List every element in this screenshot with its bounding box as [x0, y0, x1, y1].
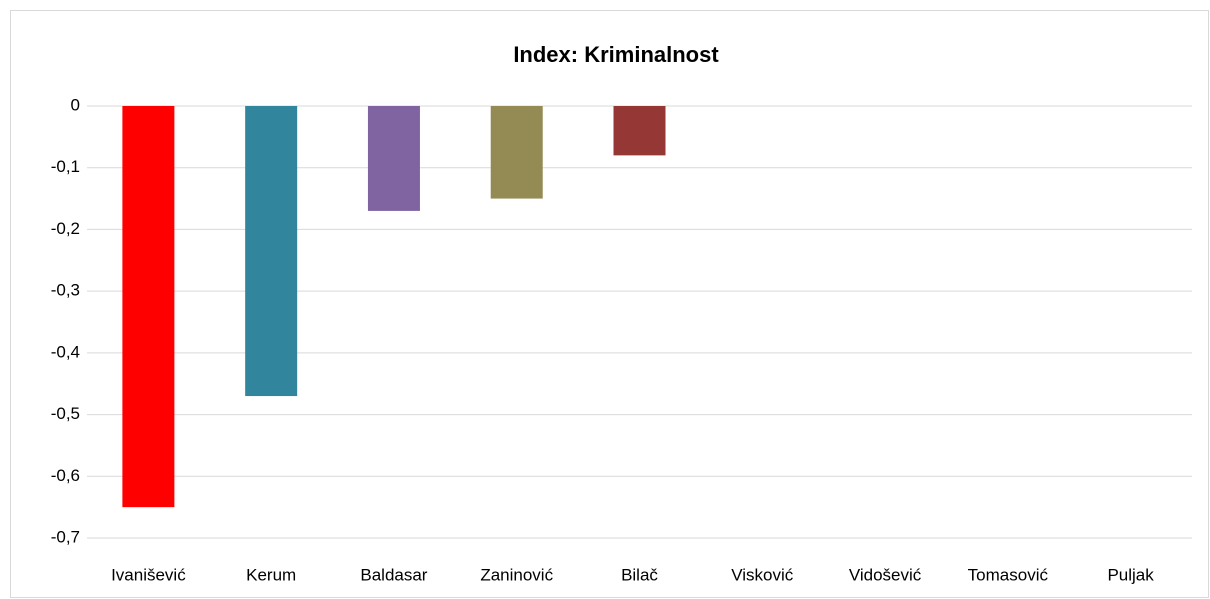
chart-title: Index: Kriminalnost [513, 42, 719, 67]
x-tick-label: Ivanišević [111, 565, 186, 584]
x-tick-label: Bilač [621, 565, 658, 584]
x-tick-label: Baldasar [360, 565, 427, 584]
y-tick-label: -0,2 [51, 219, 80, 238]
y-tick-label: -0,7 [51, 527, 80, 546]
x-tick-label: Tomasović [968, 565, 1049, 584]
bar [613, 106, 666, 156]
y-tick-label: 0 [71, 95, 80, 114]
x-tick-label: Kerum [246, 565, 296, 584]
x-tick-label: Zaninović [480, 565, 553, 584]
y-tick-label: -0,1 [51, 157, 80, 176]
y-tick-label: -0,5 [51, 404, 80, 423]
bar [490, 106, 543, 199]
y-tick-label: -0,6 [51, 466, 80, 485]
bar [367, 106, 420, 211]
chart-border [10, 10, 1209, 598]
bar [245, 106, 298, 397]
bar [122, 106, 175, 508]
x-tick-label: Puljak [1107, 565, 1154, 584]
x-tick-label: Vidošević [849, 565, 922, 584]
x-tick-label: Visković [731, 565, 794, 584]
y-tick-label: -0,3 [51, 281, 80, 300]
y-tick-label: -0,4 [51, 342, 80, 361]
